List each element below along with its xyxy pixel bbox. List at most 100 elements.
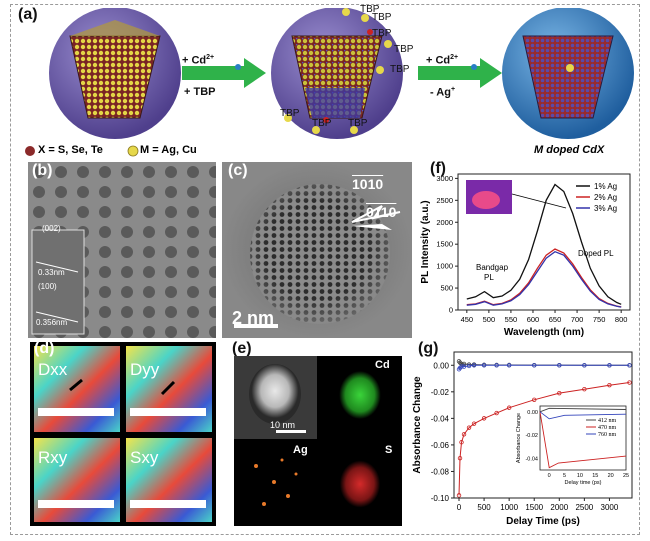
arrow-step-2 [418,58,502,88]
x-tick-label: 600 [527,315,540,324]
series-line [466,183,622,305]
legend-label: 3% Ag [594,204,617,213]
y-tick-label: 500 [440,284,453,293]
y-tick-label: -0.02 [431,388,450,397]
x-tick-label: 3000 [601,503,619,512]
map-label-rxy: Rxy [38,448,68,467]
pl-spectra-chart: 450 500 550 600 650 700 750 800 0 500 1000 1500 2000… [420,173,631,338]
x-tick-label: 450 [461,315,474,324]
legend-label: 2% Ag [594,193,617,202]
series-point [459,440,464,445]
map-label-dxx: Dxx [38,360,68,379]
inset-x-tick-label: 0 [548,473,551,479]
y-tick-label: 0.00 [433,361,449,370]
series-point [456,493,462,498]
inset-y-tick-label: -0.04 [525,456,538,462]
x-axis-label: Delay Time (ps) [506,516,580,527]
inset-x-axis-label: Delay time (ps) [565,480,602,486]
series-point [461,432,467,437]
product-label: M doped CdX [534,144,605,156]
y-tick-label: 2500 [436,196,453,205]
x-tick-label: 550 [505,315,518,324]
y-axis-label: Absorbance Change [412,376,423,474]
annotation-pl: PL [484,273,494,282]
strain-map-grid [34,346,212,522]
x-tick-label: 0 [457,503,462,512]
elemental-map-grid [234,356,402,526]
inset-legend-label: 760 nm [598,432,617,438]
series-point [481,363,487,368]
figure-frame [10,4,640,535]
series-point [481,416,487,421]
inset-y-axis-label: Absorbance Change [516,413,522,463]
legend-cation-label: M = Ag, Cu [140,144,197,156]
strain-maps [30,342,216,526]
tbp-label: TBP [280,108,300,119]
inset-x-tick-label: 25 [623,473,629,479]
series-point [506,363,512,368]
direction-label-1: 1010 [352,176,384,192]
arrow-step-1 [182,58,266,88]
y-tick-label: -0.04 [431,414,450,423]
series-point [466,362,472,367]
nanocrystal-intermediate [271,8,403,139]
y-tick-label: 0 [449,306,453,315]
series-point [506,405,512,410]
panel-label-d: (d) [34,340,55,357]
inset-series-470 [539,411,627,469]
map-label-dyy: Dyy [130,360,160,379]
series-point [627,380,632,385]
x-tick-label: 800 [615,315,628,324]
series-point [532,397,537,402]
series-point [466,425,472,430]
tbp-label: TBP [390,64,410,75]
series-point [459,361,464,367]
map-label-ag: Ag [288,443,313,457]
map-label-cd: Cd [370,358,395,372]
arrow1-top-label: + Cd2+ [182,54,215,67]
inset-photo-glow [472,191,500,209]
x-tick-label: 1000 [500,503,518,512]
fringe-label-1: (002) [42,224,61,233]
transient-absorption-chart: 0 500 1000 1500 2000 2500 3000 0.00 -0.02 -0.04 -0… [412,351,633,527]
map-label-sxy: Sxy [130,448,159,467]
series-point [582,363,587,368]
y-tick-label: 1000 [436,262,453,271]
scheme-diagram [25,8,634,157]
tbp-label: TBP [348,118,368,129]
tbp-label: TBP [312,118,332,129]
series-point [557,363,562,368]
arrow2-top-label: + Cd2+ [426,54,459,67]
pointer-line [511,193,567,209]
scale-label-2: 0.356nm [36,318,68,327]
series-point [494,363,499,368]
inset-plot-area [539,405,627,471]
series-point [471,421,477,426]
tbp-label: TBP [394,44,414,55]
x-tick-label: 1500 [525,503,543,512]
series-point [607,382,612,388]
inset-series-412 [539,407,627,413]
panel-label-e: (e) [232,340,252,357]
inset-y-tick-label: -0.02 [525,433,538,439]
series-point [557,390,562,396]
legend-label: 1% Ag [594,182,617,191]
x-tick-label: 2500 [575,503,593,512]
y-tick-label: -0.10 [431,494,450,503]
scale-bar-c: 2 nm [232,308,275,328]
series-point [627,363,632,368]
series-point [607,363,612,368]
lattice-image [222,162,412,338]
y-axis-label: PL Intensity (a.u.) [420,200,431,283]
fringe-label-2: (100) [38,282,57,291]
tem-image-b [28,162,216,338]
arrow1-bottom-label: + TBP [184,86,216,98]
x-tick-label: 750 [593,315,606,324]
x-axis-label: Wavelength (nm) [504,327,584,338]
annotation-bandgap: Bandgap [476,263,509,272]
inset-series-760 [539,411,627,420]
inset-x-tick-label: 5 [563,473,566,479]
tbp-label: TBP [360,4,380,15]
series-point [471,363,477,368]
panel-label-b: (b) [32,162,53,179]
